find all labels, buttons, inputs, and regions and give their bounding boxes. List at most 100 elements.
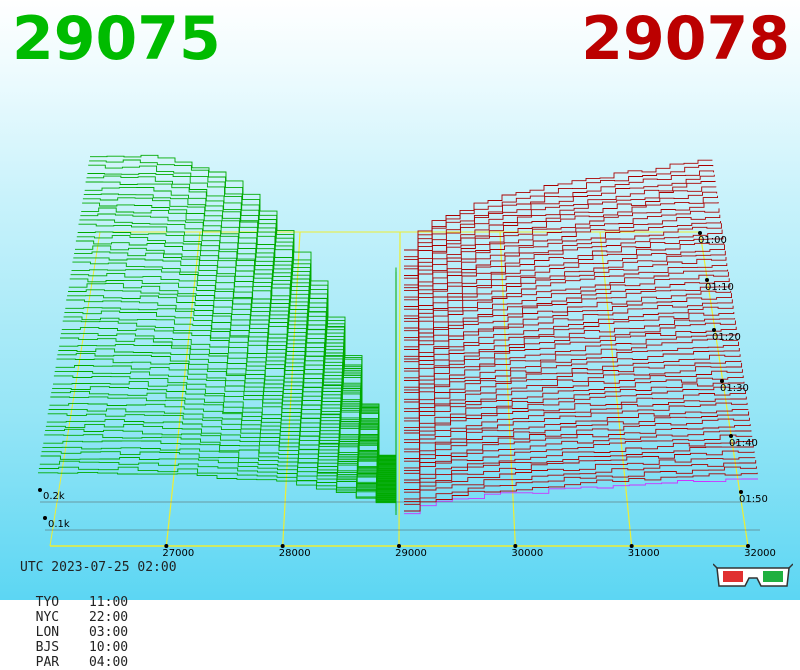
price-tick-marker	[513, 544, 518, 548]
bid-depth-line	[71, 269, 397, 473]
ask-depth-line	[404, 354, 741, 412]
bid-depth-line	[57, 353, 397, 486]
bid-depth-line	[77, 231, 397, 467]
ask-depth-line	[404, 159, 713, 251]
ask-depth-line	[404, 284, 731, 357]
bid-depth-line	[40, 455, 397, 503]
ask-depth-line	[404, 242, 725, 320]
time-tick-marker	[729, 434, 733, 438]
ask-depth-line	[404, 326, 737, 391]
bid-depth-line	[87, 172, 397, 459]
price-tick-marker	[629, 544, 634, 548]
ask-depth-line	[404, 341, 739, 403]
bid-depth-line	[52, 386, 397, 491]
ask-depth-line	[404, 299, 733, 369]
bid-depth-line	[38, 466, 397, 511]
bid-depth-line	[50, 396, 397, 492]
ask-depth-line	[404, 478, 758, 515]
bid-depth-line	[42, 446, 397, 500]
bid-depth-line	[47, 413, 397, 495]
ask-depth-line	[404, 180, 716, 270]
bid-depth-line	[73, 257, 397, 471]
bid-depth-surface	[38, 154, 397, 515]
bid-depth-line	[43, 440, 397, 499]
ask-depth-line	[404, 223, 722, 307]
ask-depth-line	[404, 417, 750, 469]
bid-depth-line	[76, 235, 397, 468]
ask-depth-line	[404, 409, 749, 459]
bid-price: 29075	[12, 4, 221, 74]
bid-depth-line	[48, 408, 397, 494]
ask-depth-line	[404, 269, 729, 341]
bid-depth-line	[59, 344, 397, 484]
ask-depth-line	[404, 362, 743, 422]
clock-tyo: TYO 11:00	[35, 595, 129, 610]
ask-depth-line	[404, 402, 748, 453]
bid-depth-line	[49, 402, 397, 493]
bid-depth-line	[60, 337, 397, 484]
ask-depth-line	[404, 333, 738, 394]
ask-depth-line	[404, 208, 720, 291]
time-tick-label: 01:00	[698, 235, 727, 246]
ask-depth-line	[404, 369, 743, 429]
bid-depth-line	[70, 272, 397, 474]
ask-depth-line	[404, 305, 734, 372]
time-tick-label: 01:40	[729, 438, 758, 449]
time-tick-marker	[739, 490, 743, 494]
bid-depth-line	[74, 251, 397, 471]
bid-depth-line	[89, 159, 397, 457]
ask-depth-line	[404, 250, 726, 329]
ask-depth-line	[404, 195, 718, 286]
clock-nyc: NYC 22:00	[35, 610, 129, 625]
time-tick-label: 01:10	[705, 282, 734, 293]
volume-tick-label: 0.2k	[43, 491, 65, 502]
ask-depth-line	[404, 338, 739, 400]
clock-lon: LON 03:00	[35, 625, 129, 640]
ask-depth-line	[404, 348, 740, 410]
bid-depth-line	[61, 327, 397, 482]
ask-depth-line	[404, 165, 714, 258]
bid-depth-line	[75, 245, 397, 470]
bid-depth-line	[86, 175, 397, 459]
ask-depth-line	[404, 235, 724, 317]
bid-depth-line	[62, 320, 397, 481]
bid-depth-line	[46, 419, 397, 496]
grid-price-line	[398, 231, 401, 547]
bid-depth-line	[55, 365, 397, 488]
bid-depth-line	[82, 202, 397, 463]
time-tick-label: 01:20	[712, 332, 741, 343]
3d-glasses-icon[interactable]	[713, 560, 793, 592]
bid-depth-line	[56, 358, 397, 487]
time-tick-marker	[720, 379, 724, 383]
price-tick-marker	[746, 544, 750, 548]
bid-depth-line	[68, 289, 397, 476]
ask-depth-line	[404, 445, 754, 490]
bid-depth-line	[75, 240, 397, 469]
bid-depth-line	[51, 390, 397, 492]
ask-depth-line	[404, 312, 735, 379]
ask-depth-line	[404, 263, 728, 338]
ask-depth-line	[404, 450, 755, 493]
ask-depth-line	[404, 290, 732, 360]
ask-depth-line	[404, 472, 758, 512]
ask-depth-line	[404, 430, 752, 474]
bid-depth-line	[58, 348, 397, 485]
ask-depth-line	[404, 396, 747, 450]
bid-depth-line	[80, 213, 397, 465]
bid-depth-line	[60, 333, 397, 483]
price-tick-marker	[397, 544, 401, 548]
ask-depth-line	[404, 320, 736, 388]
time-tick-marker	[705, 278, 709, 282]
bid-depth-line	[53, 375, 397, 489]
price-tick-label: 29000	[395, 548, 427, 559]
price-tick-label: 30000	[511, 548, 543, 559]
world-clocks: TYO 11:00 NYC 22:00 LON 03:00 BJS 10:00 …	[20, 580, 172, 670]
bid-depth-line	[53, 381, 397, 490]
bid-depth-line	[90, 154, 397, 456]
bid-depth-line	[38, 471, 397, 515]
ask-depth-line	[404, 457, 756, 500]
ask-depth-line	[404, 186, 717, 276]
grid-left-edge	[49, 231, 101, 547]
bid-depth-line	[45, 423, 397, 496]
utc-clock: UTC 2023-07-25 02:00	[20, 560, 177, 575]
